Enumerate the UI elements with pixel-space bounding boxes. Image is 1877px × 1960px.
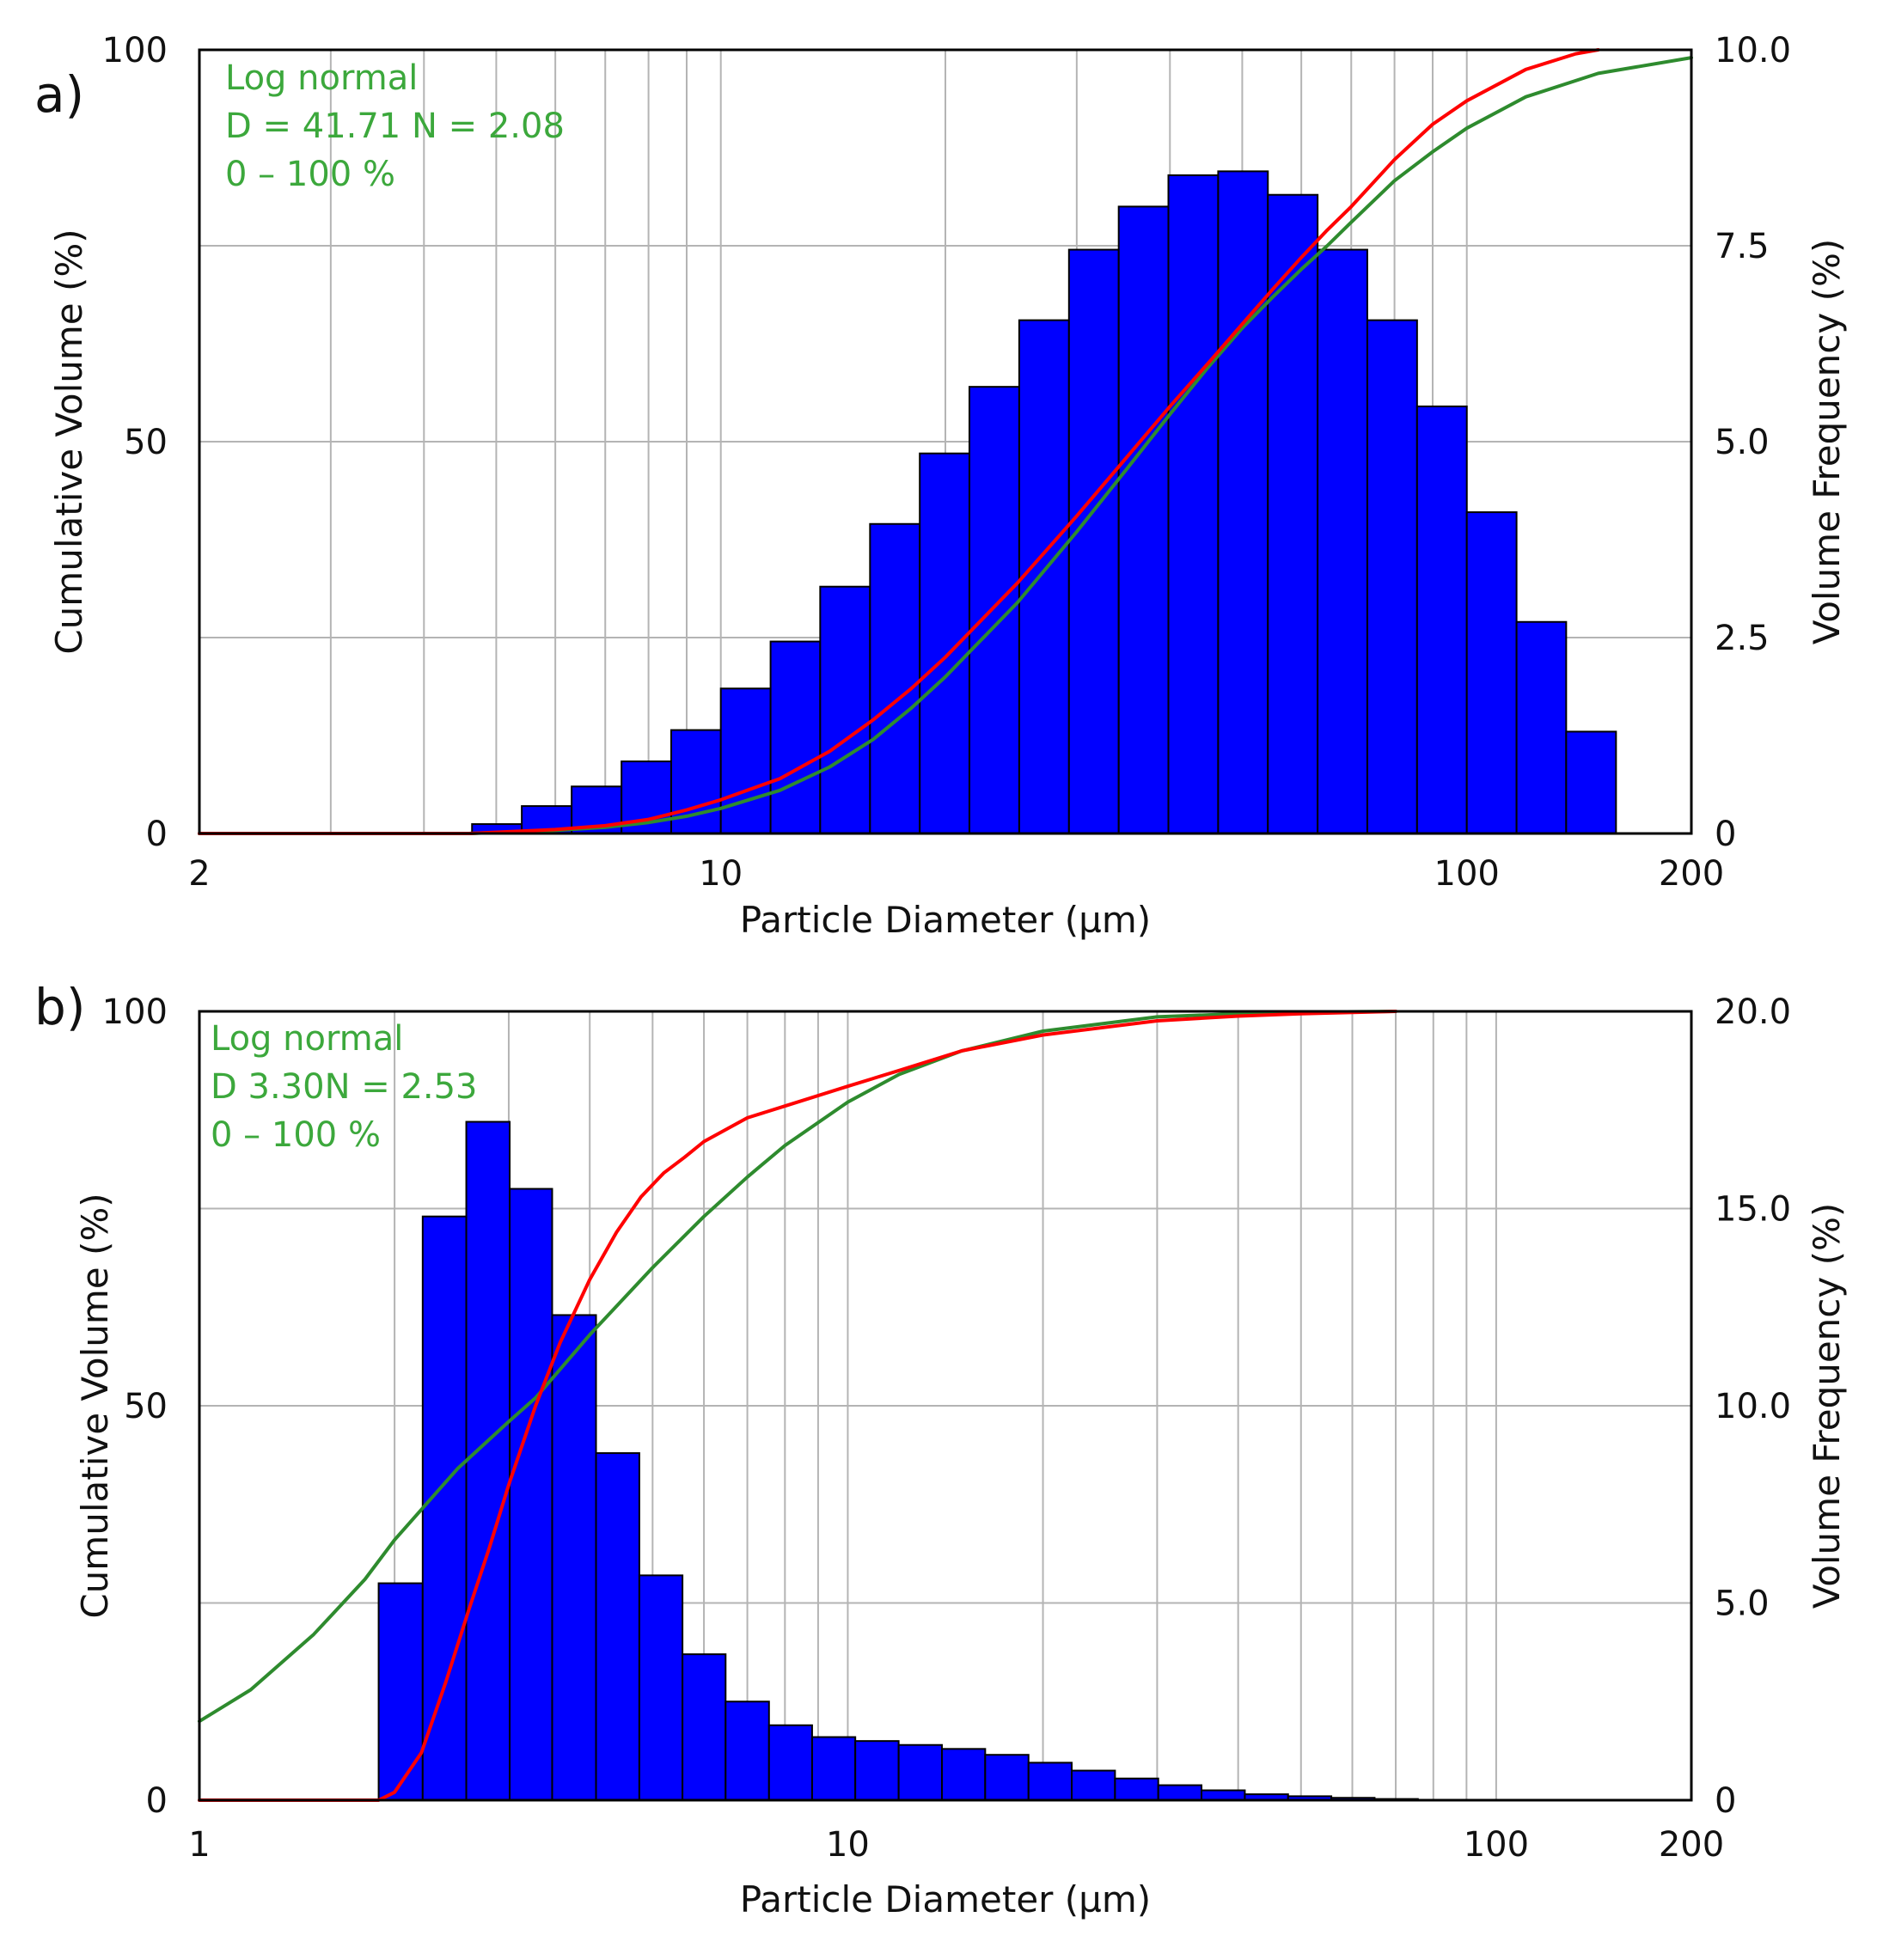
histogram-bar [1069,250,1119,833]
x-tick-label: 2 [188,854,210,894]
y-right-axis-title: Volume Frequency (%) [1806,239,1848,645]
legend-line: Log normal [225,58,418,98]
y-left-tick-label: 100 [102,992,168,1032]
legend-line: D 3.30N = 2.53 [211,1067,478,1107]
histogram-bar [1029,1762,1072,1800]
histogram-bar [721,688,771,833]
legend-line: 0 – 100 % [225,155,395,194]
histogram-bar [423,1217,467,1800]
y-right-tick-label: 0 [1715,1781,1736,1821]
histogram-bar [1072,1771,1115,1800]
histogram-bar [596,1453,639,1800]
legend-line: D = 41.71 N = 2.08 [225,107,565,146]
histogram-bar [639,1575,682,1800]
histogram-bar [1467,512,1517,833]
histogram-bar [855,1741,898,1800]
histogram-bar [820,587,870,833]
y-right-tick-label: 5.0 [1715,1584,1770,1624]
y-left-tick-label: 0 [146,1781,168,1821]
histogram-bar [985,1755,1028,1800]
histogram-bar [379,1584,423,1800]
x-tick-label: 10 [699,854,743,894]
x-tick-label: 100 [1434,854,1500,894]
y-left-tick-label: 0 [146,815,168,854]
histogram-bar [1367,321,1417,833]
histogram-bar [942,1749,985,1800]
histogram-bar [899,1745,942,1800]
histogram-bar [812,1737,855,1800]
y-right-tick-label: 5.0 [1715,423,1770,462]
y-right-tick-label: 2.5 [1715,619,1770,658]
x-tick-label: 10 [826,1825,870,1865]
x-axis-title: Particle Diameter (µm) [740,1878,1151,1920]
histogram-bar [1019,321,1069,833]
x-tick-label: 200 [1659,854,1724,894]
histogram-bar [1268,195,1318,833]
panel-label: b) [34,978,85,1036]
y-right-tick-label: 10.0 [1715,31,1791,70]
histogram-bar [870,524,920,833]
y-right-tick-label: 10.0 [1715,1387,1791,1426]
y-left-axis-title: Cumulative Volume (%) [74,1193,116,1618]
y-left-tick-label: 50 [124,423,168,462]
histogram-bar [552,1315,596,1800]
y-right-tick-label: 15.0 [1715,1190,1791,1230]
histogram-bar [682,1654,725,1800]
histogram-bar [769,1725,812,1800]
panel-a: a) 0 50 100 0 2.5 5.0 7.5 10.0 2 10 100 200 Particle … [34,31,1848,941]
histogram-bar [725,1701,769,1800]
x-axis-title: Particle Diameter (µm) [740,899,1151,941]
y-right-tick-label: 0 [1715,815,1736,854]
histogram-bar [1115,1779,1158,1800]
histogram-bar [1119,206,1169,833]
x-tick-label: 100 [1464,1825,1529,1865]
histogram-bar [1218,171,1268,833]
histogram-bar [1159,1786,1201,1800]
histogram-bar [1201,1791,1244,1800]
histogram-bar [1517,622,1567,833]
y-left-tick-label: 100 [102,31,168,70]
histogram-bar [1318,250,1367,833]
y-right-tick-label: 7.5 [1715,227,1770,266]
x-tick-label: 200 [1659,1825,1724,1865]
histogram-bar [1417,406,1467,833]
histogram-bar [510,1189,552,1800]
histogram-bar [920,454,969,833]
legend-line: Log normal [211,1019,403,1059]
y-left-tick-label: 50 [124,1387,168,1426]
histogram-bar [467,1122,511,1800]
legend-line: 0 – 100 % [211,1115,381,1155]
y-left-axis-title: Cumulative Volume (%) [48,229,90,654]
panel-b: b) 0 50 100 0 5.0 10.0 15.0 20.0 1 10 100 200 Particl… [34,978,1848,1920]
panel-label: a) [34,65,84,124]
histogram-bar [771,642,821,833]
y-right-tick-label: 20.0 [1715,992,1791,1032]
x-tick-label: 1 [188,1825,210,1865]
y-right-axis-title: Volume Frequency (%) [1806,1203,1848,1609]
histogram-bar [1168,175,1218,833]
histogram-bar [1566,731,1616,833]
